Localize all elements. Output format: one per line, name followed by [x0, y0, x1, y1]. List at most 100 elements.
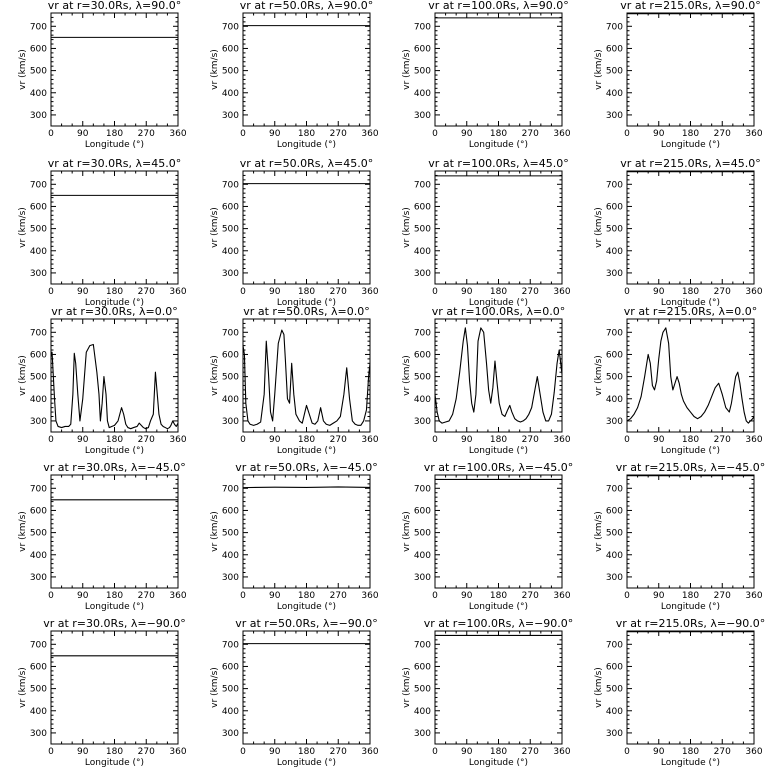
x-tick-label: 360 [169, 129, 186, 139]
y-tick-label: 600 [606, 202, 623, 212]
x-tick-label: 270 [522, 129, 539, 139]
y-tick-label: 700 [606, 180, 623, 190]
x-tick-label: 270 [330, 287, 347, 297]
x-axis-label: Longitude (°) [661, 602, 720, 612]
x-tick-label: 270 [714, 435, 731, 445]
y-tick-label: 500 [606, 685, 623, 695]
x-axis-label: Longitude (°) [469, 298, 528, 308]
y-tick-label: 700 [222, 640, 239, 650]
x-tick-label: 0 [624, 287, 630, 297]
y-tick-label: 300 [414, 269, 431, 279]
y-tick-label: 700 [30, 180, 47, 190]
x-tick-label: 360 [361, 287, 378, 297]
y-axis-label: vr (km/s) [18, 49, 28, 90]
x-tick-label: 90 [269, 591, 281, 601]
x-tick-label: 360 [169, 435, 186, 445]
y-tick-label: 700 [414, 328, 431, 338]
x-tick-label: 270 [522, 591, 539, 601]
y-tick-label: 700 [222, 484, 239, 494]
x-tick-label: 90 [77, 591, 89, 601]
x-tick-label: 270 [330, 747, 347, 757]
x-tick-label: 270 [714, 287, 731, 297]
y-tick-label: 400 [30, 395, 47, 405]
y-tick-label: 400 [606, 89, 623, 99]
x-tick-label: 0 [240, 287, 246, 297]
x-tick-label: 180 [106, 287, 123, 297]
x-tick-label: 270 [138, 747, 155, 757]
y-axis-label: vr (km/s) [594, 667, 604, 708]
x-tick-label: 0 [48, 591, 54, 601]
chart-title: vr at r=100.0Rs, λ=90.0° [428, 0, 568, 12]
x-tick-label: 0 [432, 435, 438, 445]
x-axis-label: Longitude (°) [469, 140, 528, 150]
chart-title: vr at r=50.0Rs, λ=−45.0° [235, 461, 378, 474]
y-axis-label: vr (km/s) [594, 49, 604, 90]
chart-title: vr at r=30.0Rs, λ=−45.0° [43, 461, 186, 474]
series-line [626, 327, 755, 424]
x-tick-label: 360 [169, 591, 186, 601]
x-tick-label: 180 [490, 129, 507, 139]
chart-title: vr at r=30.0Rs, λ=45.0° [48, 157, 181, 170]
x-tick-label: 0 [240, 435, 246, 445]
y-tick-label: 600 [30, 662, 47, 672]
x-tick-label: 90 [653, 129, 665, 139]
y-tick-label: 500 [30, 225, 47, 235]
y-axis-label: vr (km/s) [594, 207, 604, 248]
y-tick-label: 300 [414, 573, 431, 583]
y-tick-label: 700 [222, 22, 239, 32]
chart-title: vr at r=50.0Rs, λ=−90.0° [235, 617, 378, 630]
y-tick-label: 600 [414, 350, 431, 360]
y-tick-label: 500 [222, 529, 239, 539]
x-tick-label: 180 [490, 287, 507, 297]
y-tick-label: 500 [30, 529, 47, 539]
x-tick-label: 0 [624, 435, 630, 445]
x-tick-label: 360 [553, 747, 570, 757]
x-tick-label: 270 [330, 435, 347, 445]
x-tick-label: 180 [106, 747, 123, 757]
y-tick-label: 300 [222, 417, 239, 427]
y-axis-label: vr (km/s) [402, 667, 412, 708]
series-line [434, 327, 563, 424]
x-tick-label: 360 [361, 747, 378, 757]
y-tick-label: 300 [414, 729, 431, 739]
y-axis-label: vr (km/s) [210, 511, 220, 552]
y-tick-label: 600 [414, 44, 431, 54]
y-tick-label: 300 [606, 111, 623, 121]
y-tick-label: 600 [222, 506, 239, 516]
y-tick-label: 700 [30, 640, 47, 650]
y-tick-label: 600 [222, 662, 239, 672]
y-tick-label: 300 [222, 111, 239, 121]
y-axis-label: vr (km/s) [210, 207, 220, 248]
y-tick-label: 600 [222, 44, 239, 54]
x-axis-label: Longitude (°) [469, 758, 528, 768]
chart-title: vr at r=215.0Rs, λ=45.0° [620, 157, 760, 170]
x-tick-label: 0 [240, 747, 246, 757]
y-tick-label: 600 [222, 202, 239, 212]
y-tick-label: 400 [414, 551, 431, 561]
x-tick-label: 270 [330, 591, 347, 601]
y-tick-label: 700 [222, 328, 239, 338]
y-tick-label: 400 [222, 247, 239, 257]
x-tick-label: 270 [138, 129, 155, 139]
y-tick-label: 700 [30, 22, 47, 32]
y-tick-label: 500 [222, 373, 239, 383]
y-tick-label: 500 [222, 67, 239, 77]
y-tick-label: 700 [414, 484, 431, 494]
x-axis-label: Longitude (°) [85, 140, 144, 150]
x-axis-label: Longitude (°) [277, 140, 336, 150]
x-tick-label: 180 [682, 287, 699, 297]
x-tick-label: 90 [461, 129, 473, 139]
y-tick-label: 300 [30, 269, 47, 279]
y-tick-label: 600 [606, 662, 623, 672]
x-tick-label: 360 [745, 747, 762, 757]
series-line [242, 486, 371, 489]
x-axis-label: Longitude (°) [277, 602, 336, 612]
